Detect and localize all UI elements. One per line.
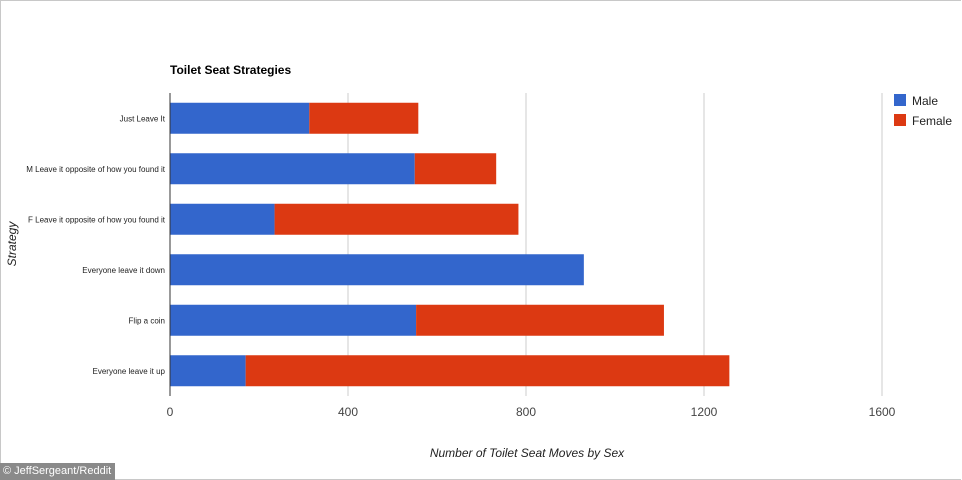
bar-segment	[170, 102, 310, 134]
bar-segment	[170, 254, 584, 286]
bars	[170, 102, 730, 387]
y-axis-title: Strategy	[5, 221, 19, 267]
bar-segment	[309, 102, 419, 134]
category-label: Just Leave It	[120, 114, 166, 123]
category-label: M Leave it opposite of how you found it	[26, 165, 166, 174]
legend: Male Female	[894, 94, 952, 128]
legend-label: Female	[912, 114, 952, 128]
legend-label: Male	[912, 94, 938, 108]
chart-title: Toilet Seat Strategies	[170, 63, 291, 77]
category-label: F Leave it opposite of how you found it	[28, 215, 166, 224]
x-tick-label: 400	[338, 405, 358, 419]
category-label: Everyone leave it down	[82, 266, 165, 275]
bar-segment	[274, 203, 519, 235]
legend-swatch	[894, 114, 906, 126]
gridlines	[347, 93, 883, 396]
x-tick-label: 1600	[869, 405, 896, 419]
x-tick-labels: 0 400 800 1200 1600	[167, 405, 896, 419]
bar-segment	[170, 203, 275, 235]
x-tick-label: 1200	[691, 405, 718, 419]
bar-segment	[414, 153, 497, 185]
bar-segment	[170, 153, 415, 185]
bar-segment	[170, 355, 246, 387]
bar-segment	[245, 355, 730, 387]
bar-segment	[416, 304, 664, 336]
x-tick-label: 800	[516, 405, 536, 419]
legend-swatch	[894, 94, 906, 106]
x-axis-title: Number of Toilet Seat Moves by Sex	[430, 446, 625, 460]
image-credit: © JeffSergeant/Reddit	[0, 463, 116, 480]
category-labels: Just Leave It M Leave it opposite of how …	[26, 114, 166, 376]
bar-segment	[170, 304, 417, 336]
category-label: Everyone leave it up	[93, 367, 166, 376]
category-label: Flip a coin	[129, 316, 165, 325]
x-tick-label: 0	[167, 405, 174, 419]
